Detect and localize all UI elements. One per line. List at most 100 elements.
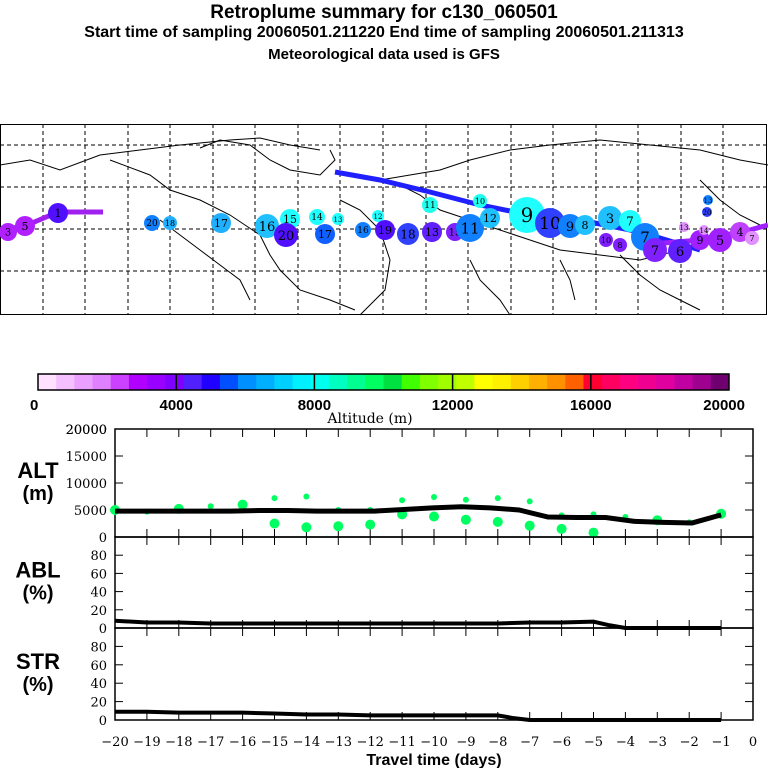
altitude-point [237, 499, 248, 510]
altitude-point [207, 503, 214, 510]
cluster-label: 12 [374, 213, 383, 221]
cluster-marker [480, 208, 500, 228]
colorbar-tick-label: 20000 [703, 397, 745, 414]
coastline [559, 259, 576, 301]
colorbar-tick-label: 4000 [160, 397, 193, 414]
colorbar-swatch [601, 374, 621, 390]
y-tick-label: 20 [90, 696, 107, 711]
coastline [379, 139, 768, 181]
panel-unit-label: (%) [22, 674, 53, 696]
cluster-marker [144, 215, 160, 231]
sampling-times: Start time of sampling 20060501.211220 E… [84, 24, 684, 41]
cluster-marker [397, 223, 419, 245]
colorbar-swatch [310, 374, 330, 390]
met-data-line: Meteorological data used is GFS [268, 46, 500, 63]
colorbar-swatch [674, 374, 694, 390]
cluster-label: 20 [146, 219, 158, 229]
colorbar-tick-label: 12000 [432, 397, 474, 414]
x-tick-label: 0 [749, 735, 757, 750]
x-tick-label: −6 [552, 735, 571, 750]
coastline [199, 139, 336, 176]
cluster-label: 15 [449, 228, 462, 239]
cluster-label: 20 [278, 229, 295, 244]
cluster-label: 19 [378, 224, 392, 237]
y-tick-label: 20000 [66, 423, 107, 438]
cluster-label: 3 [606, 212, 614, 227]
cluster-label: 16 [357, 226, 369, 236]
series-line-abl [114, 618, 722, 630]
x-tick-label: −9 [456, 735, 475, 750]
colorbar-swatch [256, 374, 275, 390]
cluster-label: 7 [626, 214, 634, 228]
cluster-marker [332, 213, 344, 225]
cluster-label: 9 [521, 203, 534, 227]
x-axis-title: Travel time (days) [366, 752, 501, 768]
cluster-marker [535, 208, 565, 238]
panel-frame [114, 536, 754, 629]
panel-label: ALT [17, 458, 59, 483]
cluster-label: 6 [676, 245, 684, 260]
x-tick-label: −18 [165, 735, 192, 750]
colorbar-swatch [238, 374, 257, 390]
y-tick-label: 60 [90, 567, 107, 582]
cluster-label: 20 [703, 209, 712, 217]
cluster-label: 17 [318, 228, 332, 241]
cluster-marker [690, 230, 710, 250]
altitude-point [460, 514, 471, 525]
colorbar-swatch [619, 374, 639, 390]
altitude-point [429, 511, 439, 522]
panel-unit-label: (%) [22, 583, 53, 605]
altitude-point [333, 521, 344, 532]
y-tick-label: 10000 [66, 477, 107, 492]
cluster-label: 7 [640, 229, 650, 247]
colorbar-tick-label: 8000 [298, 397, 331, 414]
altitude-point [271, 495, 278, 502]
cluster-marker [668, 239, 692, 263]
cluster-label: 14 [700, 227, 709, 235]
cluster-marker [613, 238, 627, 252]
y-tick-label: 80 [90, 549, 107, 564]
x-tick-label: −16 [229, 735, 256, 750]
cluster-label: 11 [460, 220, 479, 238]
x-tick-label: −4 [616, 735, 635, 750]
colorbar-swatch [347, 374, 366, 390]
cluster-marker [730, 222, 750, 242]
colorbar-swatch [74, 374, 94, 390]
y-tick-label: 20 [90, 604, 107, 619]
y-tick-label: 5000 [74, 504, 107, 519]
x-tick-label: −5 [584, 735, 603, 750]
coastline [159, 219, 251, 301]
colorbar-swatch [110, 374, 130, 390]
cluster-marker [375, 220, 395, 240]
colorbar-swatch [656, 374, 675, 390]
cluster-label: 7 [651, 244, 659, 259]
altitude-point [301, 522, 312, 533]
x-tick-label: −8 [488, 735, 507, 750]
panel-str: 0 20 40 60 80 STR(%) [16, 627, 754, 729]
coastline [619, 254, 701, 311]
cluster-label: 10 [475, 197, 485, 206]
colorbar-swatch [710, 374, 730, 390]
altitude-point [526, 498, 533, 505]
cluster-marker [372, 210, 384, 222]
cluster-label: 8 [582, 219, 589, 232]
colorbar-swatch [456, 374, 475, 390]
cluster-label: 11 [424, 201, 435, 211]
x-tick-label: −19 [133, 735, 160, 750]
colorbar-swatch [219, 374, 239, 390]
colorbar-swatch [128, 374, 148, 390]
colorbar-tick-label: 0 [30, 397, 38, 414]
colorbar-swatch [401, 374, 421, 390]
x-tick-label: −10 [420, 735, 447, 750]
colorbar-swatch [147, 374, 166, 390]
cluster-marker [255, 214, 279, 238]
colorbar-swatch [528, 374, 548, 390]
altitude-point [269, 518, 280, 529]
y-tick-label: 20000 [66, 423, 107, 438]
colorbar-tick-label: 16000 [570, 397, 612, 414]
x-tick-label: −20 [101, 735, 128, 750]
y-tick-label: 80 [90, 640, 107, 655]
coastline [699, 179, 761, 226]
